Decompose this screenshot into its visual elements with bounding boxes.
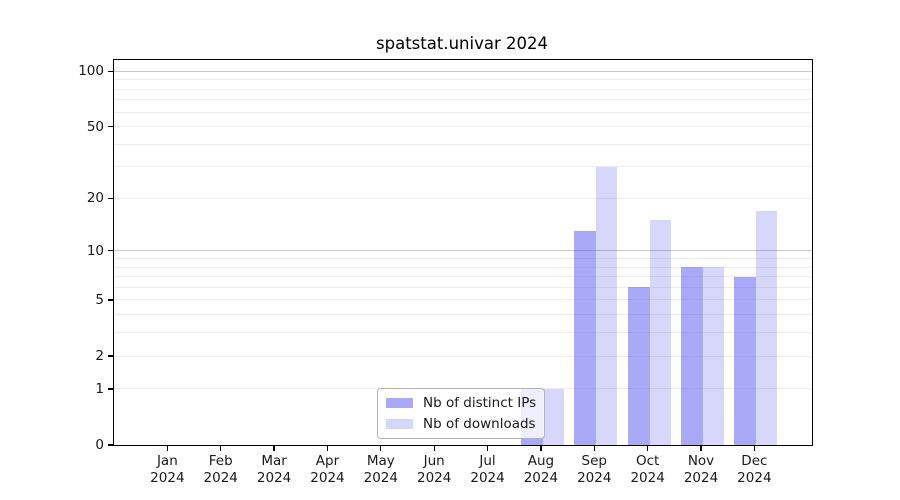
y-axis-tick	[108, 70, 113, 72]
x-axis-tick-label: Jan 2024	[150, 453, 185, 486]
x-axis-tick-label: Sep 2024	[577, 453, 612, 486]
x-axis-tick-label: Feb 2024	[203, 453, 238, 486]
y-axis-tick	[108, 125, 113, 128]
y-axis-tick-label: 10	[86, 242, 104, 259]
x-axis-tick-label: Jun 2024	[416, 453, 452, 486]
x-axis-tick	[166, 446, 168, 451]
gridline-minor	[114, 314, 812, 316]
y-axis-tick-label: 2	[95, 348, 104, 365]
x-axis-tick	[540, 446, 542, 451]
legend-swatch-downloads-icon	[386, 419, 413, 429]
y-axis-tick-label: 5	[95, 291, 104, 308]
y-axis-tick-label: 0	[95, 437, 104, 453]
x-axis-tick	[326, 446, 329, 451]
bar-ips-dec	[734, 276, 757, 445]
bar-downloads-oct	[649, 220, 671, 445]
y-axis-tick	[108, 355, 113, 357]
gridline-minor	[114, 266, 812, 268]
y-axis-tick	[108, 299, 113, 301]
gridline-minor	[114, 258, 812, 259]
x-axis-tick	[593, 446, 595, 451]
legend-item-downloads: Nb of downloads	[386, 416, 536, 432]
gridline-minor	[114, 355, 812, 357]
legend-swatch-ips-icon	[386, 398, 413, 408]
y-axis-tick-label: 100	[78, 63, 104, 80]
x-axis-tick	[433, 446, 435, 451]
gridline-major	[114, 250, 812, 252]
gridline-minor	[114, 143, 812, 145]
gridline-minor	[114, 286, 812, 288]
chart-title: spatstat.univar 2024	[376, 34, 548, 53]
plot-area: 0 1 2 5 10 20 50 100 Jan 2024 Feb 2024 Mar 2024 Apr 202…	[78, 59, 813, 486]
x-axis-tick-label: Jul 2024	[470, 453, 505, 486]
legend-label-distinct-ips: Nb of distinct IPs	[423, 395, 537, 411]
x-axis-tick	[273, 446, 275, 451]
gridline-minor	[114, 99, 812, 101]
bar-downloads-sep	[596, 166, 618, 445]
y-axis-tick	[108, 197, 113, 200]
x-axis-tick-label: Dec 2024	[737, 453, 772, 486]
gridline-minor	[114, 276, 812, 278]
x-axis-tick-label: May 2024	[363, 453, 398, 486]
y-axis-tick	[108, 444, 113, 446]
y-axis-tick	[108, 250, 113, 252]
gridline-minor	[114, 88, 812, 90]
bar-ips-sep	[574, 231, 597, 445]
legend: Nb of distinct IPs Nb of downloads	[377, 388, 545, 439]
gridline-major	[114, 70, 812, 72]
gridline-minor	[114, 332, 812, 334]
x-axis-tick	[486, 446, 489, 451]
x-axis-tick-label: Oct 2024	[630, 453, 665, 486]
gridline-minor	[114, 111, 812, 113]
gridline-minor	[114, 197, 812, 199]
bar-downloads-nov	[703, 267, 724, 445]
y-axis-tick-label: 50	[86, 118, 104, 135]
x-axis-tick-label: Nov 2024	[683, 453, 719, 486]
x-axis-tick	[380, 446, 382, 451]
x-axis-tick	[220, 446, 222, 451]
gridline-minor	[114, 299, 812, 301]
x-axis-tick	[753, 446, 755, 451]
x-axis-tick-label: Mar 2024	[256, 453, 292, 486]
y-axis-tick	[108, 388, 113, 390]
gridline-minor	[114, 126, 812, 128]
legend-label-downloads: Nb of downloads	[423, 416, 536, 432]
x-axis-tick-label: Aug 2024	[523, 453, 559, 486]
bar-downloads-dec	[756, 210, 778, 445]
x-axis-tick	[646, 446, 649, 451]
y-axis-tick-label: 20	[86, 190, 104, 207]
y-axis-tick-label: 1	[95, 380, 104, 397]
bar-ips-oct	[627, 287, 650, 445]
gridline-minor	[114, 166, 812, 168]
legend-item-distinct-ips: Nb of distinct IPs	[386, 395, 537, 411]
x-axis-tick-label: Apr 2024	[310, 453, 345, 486]
x-axis-tick	[700, 446, 702, 451]
bar-ips-nov	[681, 267, 703, 445]
bar-downloads-aug	[542, 388, 564, 445]
gridline-minor	[114, 79, 812, 81]
